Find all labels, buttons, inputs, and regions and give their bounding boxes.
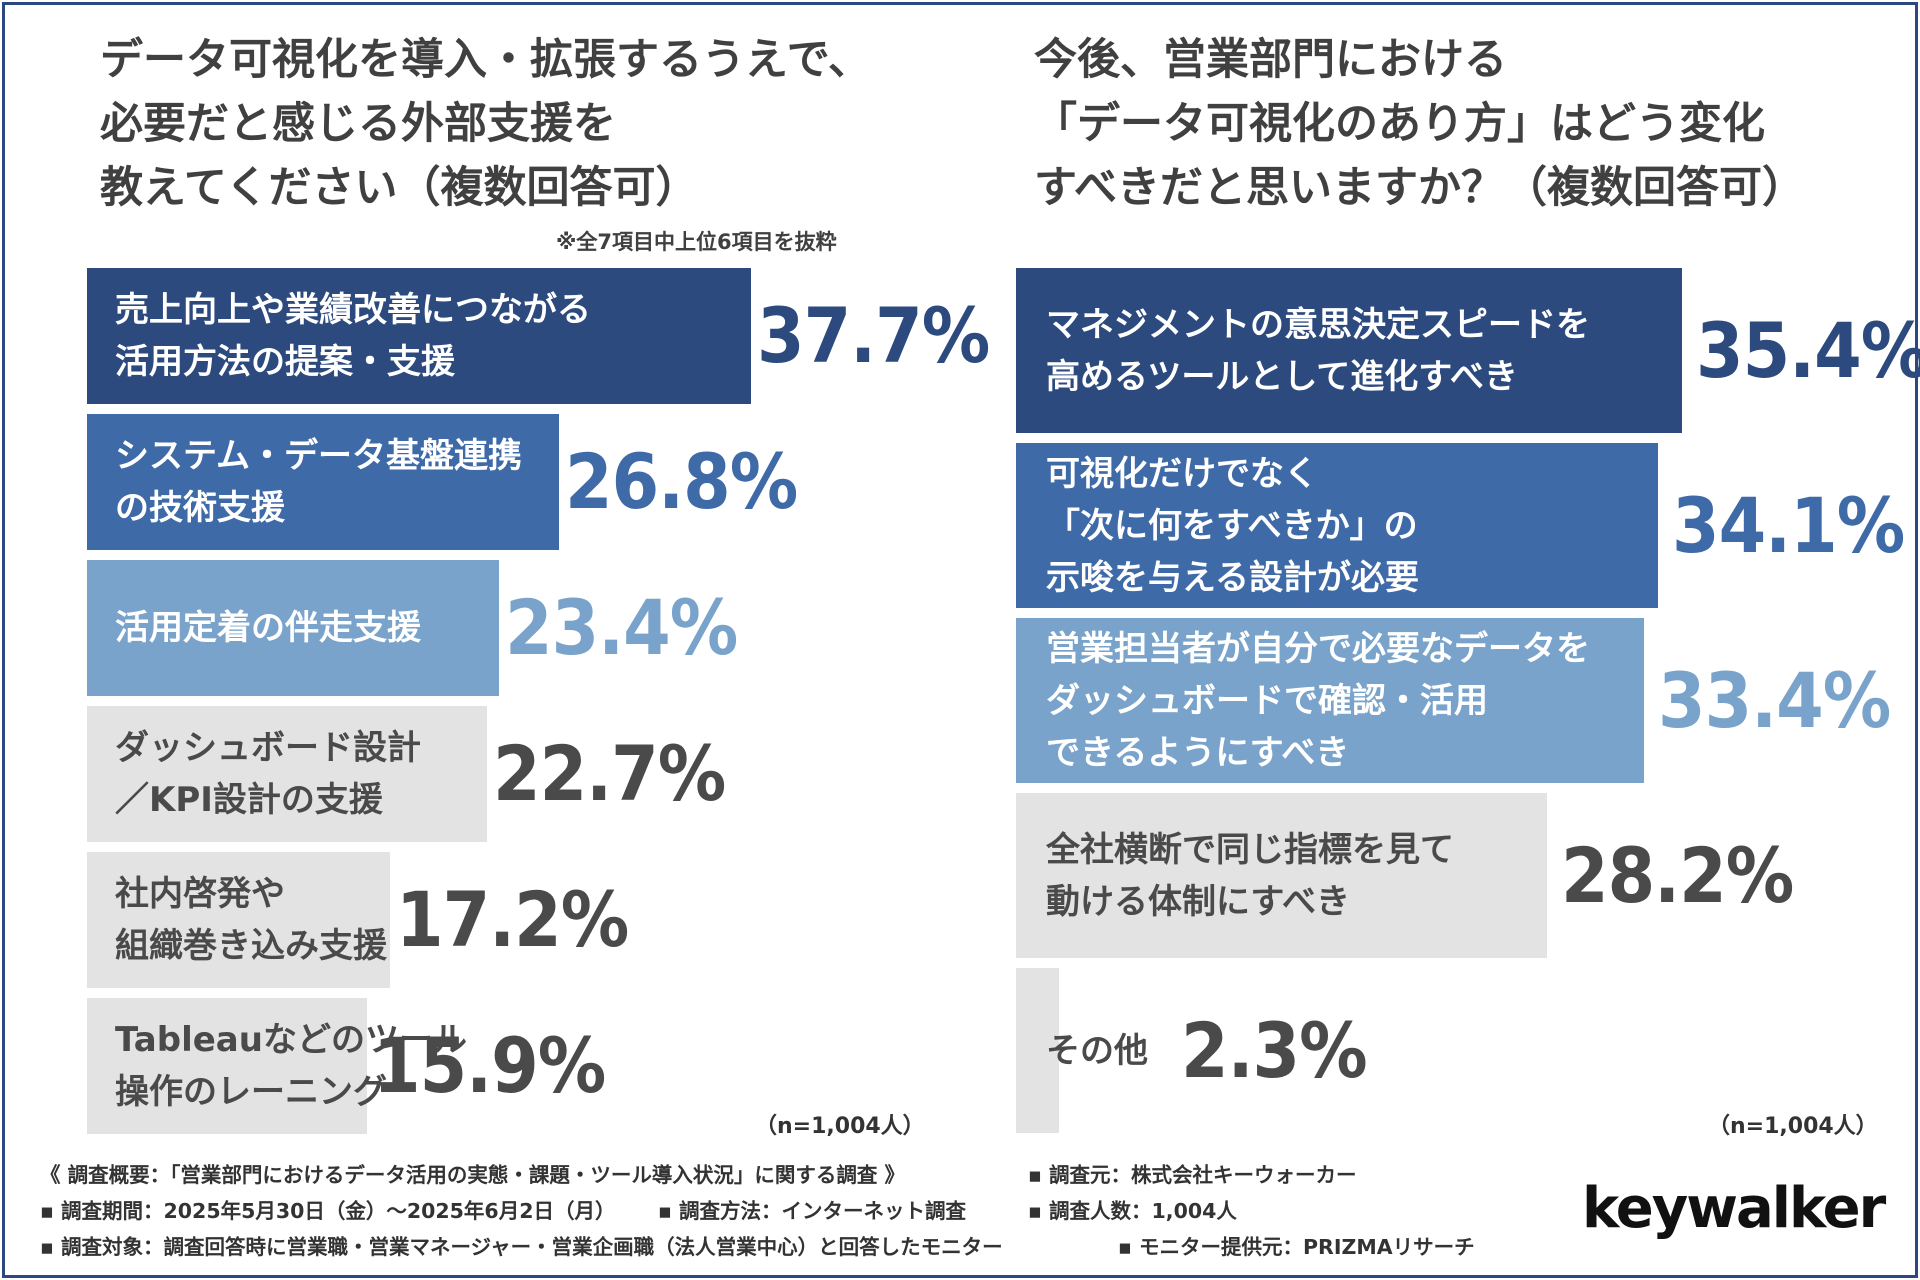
- bar-value-label: 15.9%: [373, 1021, 606, 1110]
- left-sample-size: （n=1,004人）: [755, 1114, 925, 1139]
- bar-value-label: 28.2%: [1561, 830, 1794, 920]
- bar: [1016, 793, 1547, 958]
- footer-provider: ▪ モニター提供元：PRIZMAリサーチ: [1118, 1235, 1475, 1259]
- footer-period: ▪ 調査期間：2025年5月30日（金）〜2025年6月2日（月）: [40, 1199, 616, 1223]
- bar-label: 活用定着の伴走支援: [115, 602, 421, 654]
- bar-label-line: 売上向上や業績改善につながる: [115, 290, 591, 330]
- bar-label: 社内啓発や組織巻き込み支援: [115, 868, 387, 972]
- bar-label-line: 組織巻き込み支援: [115, 926, 387, 966]
- bar-value-label: 33.4%: [1658, 655, 1891, 745]
- bar-value-label: 22.7%: [493, 729, 726, 818]
- bar-label-line: その他: [1046, 1030, 1148, 1071]
- bar-value-label: 2.3%: [1181, 1005, 1368, 1095]
- bar: [1016, 968, 1059, 1133]
- bar: [87, 414, 559, 550]
- bar-label: Tableauなどのツール 操作のレーニング: [115, 1014, 467, 1118]
- bar-label: マネジメントの意思決定スピードを 高めるツールとして進化すべき: [1046, 299, 1590, 403]
- bar-label-line: 活用方法の提案・支援: [115, 342, 455, 382]
- right-chart-title: 今後、営業部門における 「データ可視化のあり方」はどう変化 すべきだと思いますか…: [1034, 28, 1805, 220]
- bar-label-line: 営業担当者が自分で必要なデータを: [1046, 628, 1590, 669]
- bar: [1016, 618, 1644, 783]
- bar-label-line: の技術支援: [115, 488, 285, 528]
- right-bar-chart: マネジメントの意思決定スピードを 高めるツールとして進化すべき 35.4% 可視化だけ…: [1016, 268, 1920, 1134]
- bar: [87, 852, 390, 988]
- bar-value-label: 37.7%: [757, 291, 990, 380]
- bar-label-line: 操作のレーニング: [115, 1072, 387, 1112]
- bar-label: 営業担当者が自分で必要なデータを ダッシュボードで確認・活用 できるようにすべき: [1046, 623, 1590, 779]
- bar-label-line: Tableauなどのツール: [115, 1020, 467, 1060]
- left-chart-title: データ可視化を導入・拡張するうえで、 必要だと感じる外部支援を 教えてください（…: [100, 28, 871, 220]
- footer-target: ▪ 調査対象：調査回答時に営業職・営業マネージャー・営業企画職（法人営業中心）と…: [40, 1235, 1003, 1259]
- left-title-line: 必要だと感じる外部支援を: [100, 99, 616, 149]
- bar-label-line: 可視化だけでなく: [1046, 453, 1318, 494]
- bar: [87, 998, 367, 1134]
- right-sample-size: （n=1,004人）: [1708, 1114, 1878, 1139]
- bar-value-label: 17.2%: [396, 875, 629, 964]
- bar-label: 全社横断で同じ指標を見て 動ける体制にすべき: [1046, 824, 1454, 928]
- bar-label-line: ／KPI設計の支援: [115, 780, 383, 820]
- left-title-line: データ可視化を導入・拡張するうえで、: [100, 35, 871, 85]
- bar-label-line: 高めるツールとして進化すべき: [1046, 356, 1518, 397]
- survey-footer: 《 調査概要：「営業部門におけるデータ活用の実態・課題・ツール導入状況」に関する…: [40, 1158, 1540, 1268]
- bar-label-line: システム・データ基盤連携: [115, 436, 522, 476]
- bar-label: 売上向上や業績改善につながる 活用方法の提案・支援: [115, 284, 591, 388]
- footer-survey-name: 《 調査概要：「営業部門におけるデータ活用の実態・課題・ツール導入状況」に関する…: [40, 1163, 906, 1187]
- bar-label-line: 全社横断で同じ指標を見て: [1046, 829, 1454, 870]
- bar: [87, 560, 499, 696]
- bar: [87, 706, 487, 842]
- bar-label-line: 示唆を与える設計が必要: [1046, 557, 1419, 598]
- bar-label-line: できるようにすべき: [1046, 732, 1350, 773]
- right-title-line: 今後、営業部門における: [1034, 35, 1507, 85]
- left-title-line: 教えてください（複数回答可）: [100, 163, 699, 213]
- bar-label: ダッシュボード設計 ／KPI設計の支援: [115, 722, 421, 826]
- bar-label-line: ダッシュボード設計: [115, 728, 421, 768]
- bar: [1016, 268, 1682, 433]
- bar-value-label: 35.4%: [1696, 305, 1920, 395]
- footer-count: ▪ 調査人数：1,004人: [1028, 1199, 1237, 1223]
- bar-label: その他: [1046, 1025, 1148, 1077]
- right-title-line: 「データ可視化のあり方」はどう変化: [1034, 99, 1765, 149]
- bar-value-label: 26.8%: [565, 437, 798, 526]
- bar-label-line: 「次に何をすべきか」の: [1046, 505, 1418, 546]
- bar: [87, 268, 751, 404]
- footer-method: ▪ 調査方法：インターネット調査: [658, 1199, 967, 1223]
- bar-label-line: マネジメントの意思決定スピードを: [1046, 304, 1590, 345]
- left-bar-chart: 売上向上や業績改善につながる 活用方法の提案・支援 37.7% システム・データ基盤連…: [87, 268, 990, 1134]
- right-title-line: すべきだと思いますか？（複数回答可）: [1034, 163, 1805, 213]
- bar: [1016, 443, 1658, 608]
- bar-label-line: 社内啓発や: [115, 874, 285, 914]
- keywalker-logo: keywalker: [1582, 1176, 1886, 1241]
- bar-value-label: 34.1%: [1672, 480, 1905, 570]
- bar-label-line: 動ける体制にすべき: [1046, 881, 1350, 922]
- bar-label: 可視化だけでなく「次に何をすべきか」の 示唆を与える設計が必要: [1046, 448, 1419, 604]
- bar-value-label: 23.4%: [505, 583, 738, 672]
- bar-label-line: ダッシュボードで確認・活用: [1046, 680, 1488, 721]
- left-chart-note: ※全7項目中上位6項目を抜粋: [556, 230, 837, 254]
- footer-surveyor: ▪ 調査元：株式会社キーウォーカー: [1028, 1163, 1357, 1187]
- bar-label: システム・データ基盤連携 の技術支援: [115, 430, 522, 534]
- bar-label-line: 活用定着の伴走支援: [115, 608, 421, 648]
